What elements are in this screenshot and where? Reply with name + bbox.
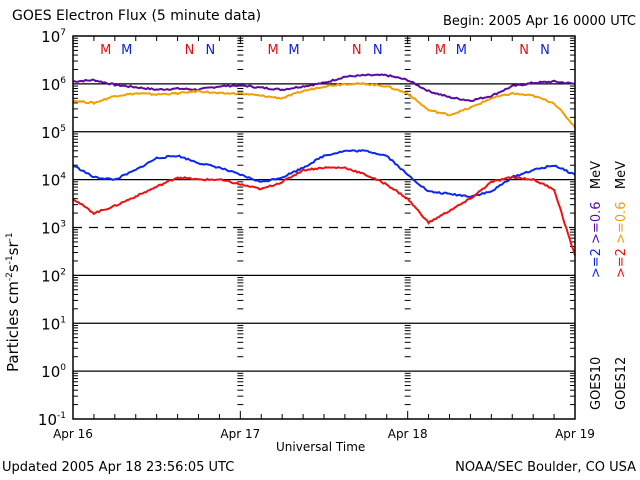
ylabel-exp1: -2	[5, 272, 15, 282]
y-tick-label: 104	[41, 172, 66, 190]
x-tick-labels: Apr 16 Apr 17 Apr 18 Apr 19	[53, 427, 595, 441]
legend-goes10-lo: >=0.6	[589, 201, 604, 244]
series-line	[72, 166, 576, 256]
legend-goes12-unit: MeV	[614, 160, 629, 190]
y-tick-label: 105	[41, 124, 66, 142]
mn-marker: M	[121, 43, 132, 58]
legend-goes10-sat: GOES10	[589, 356, 604, 410]
y-tick-label: 103	[41, 220, 66, 238]
mn-marker: M	[456, 43, 467, 58]
series-lines	[72, 73, 576, 256]
legend-goes12: GOES12 >=2 >=0.6 MeV	[614, 161, 629, 410]
mn-marker: N	[185, 43, 195, 58]
mn-marker: M	[100, 43, 111, 58]
x-tick-label: Apr 18	[388, 427, 428, 441]
mn-marker: N	[540, 43, 550, 58]
credit-text: NOAA/SEC Boulder, CO USA	[455, 460, 636, 475]
x-axis-label: Universal Time	[276, 440, 366, 454]
x-tick-label: Apr 16	[53, 427, 93, 441]
y-axis-label: Particles cm-2s-1sr-1	[4, 232, 22, 372]
plot-frame	[72, 35, 576, 420]
mn-marker: M	[435, 43, 446, 58]
mn-marker: M	[267, 43, 278, 58]
mn-marker: N	[373, 43, 383, 58]
legend-goes12-lo: >=0.6	[614, 201, 629, 244]
y-tick-label: 102	[41, 267, 66, 285]
legend-goes10: GOES10 >=2 >=0.6 MeV	[589, 161, 604, 410]
legend-goes12-hi: >=2	[614, 248, 629, 279]
y-tick-label: 107	[41, 28, 66, 46]
ylabel-exp2: -1	[5, 255, 15, 265]
ylabel-sr: sr	[4, 241, 22, 256]
series-line	[72, 73, 576, 103]
chart-title: GOES Electron Flux (5 minute data)	[12, 8, 262, 24]
x-tick-label: Apr 17	[220, 427, 260, 441]
legend-goes10-hi: >=2	[589, 248, 604, 279]
series-line	[72, 149, 576, 199]
updated-timestamp: Updated 2005 Apr 18 23:56:05 UTC	[2, 460, 235, 475]
y-tick-labels: 107 106 105 104 103 102 101 100 10-1	[38, 28, 66, 429]
y-tick-label: 101	[41, 315, 66, 333]
y-tick-label: 10-1	[38, 411, 66, 429]
ylabel-base: Particles cm	[4, 281, 22, 372]
mn-marker: N	[519, 43, 529, 58]
mn-marker: N	[352, 43, 362, 58]
legend-goes12-sat: GOES12	[614, 356, 629, 410]
legend-goes10-unit: MeV	[589, 160, 604, 190]
mn-marker: N	[205, 43, 215, 58]
ylabel-exp3: -1	[5, 232, 15, 242]
series-line	[72, 82, 576, 129]
ylabel-s: s	[4, 264, 22, 273]
y-tick-label: 100	[41, 363, 66, 381]
x-tick-label: Apr 19	[555, 427, 595, 441]
y-tick-label: 106	[41, 76, 66, 94]
grid-lines	[73, 83, 575, 372]
mn-marker: M	[288, 43, 299, 58]
chart-subtitle: Begin: 2005 Apr 16 0000 UTC	[442, 14, 636, 29]
